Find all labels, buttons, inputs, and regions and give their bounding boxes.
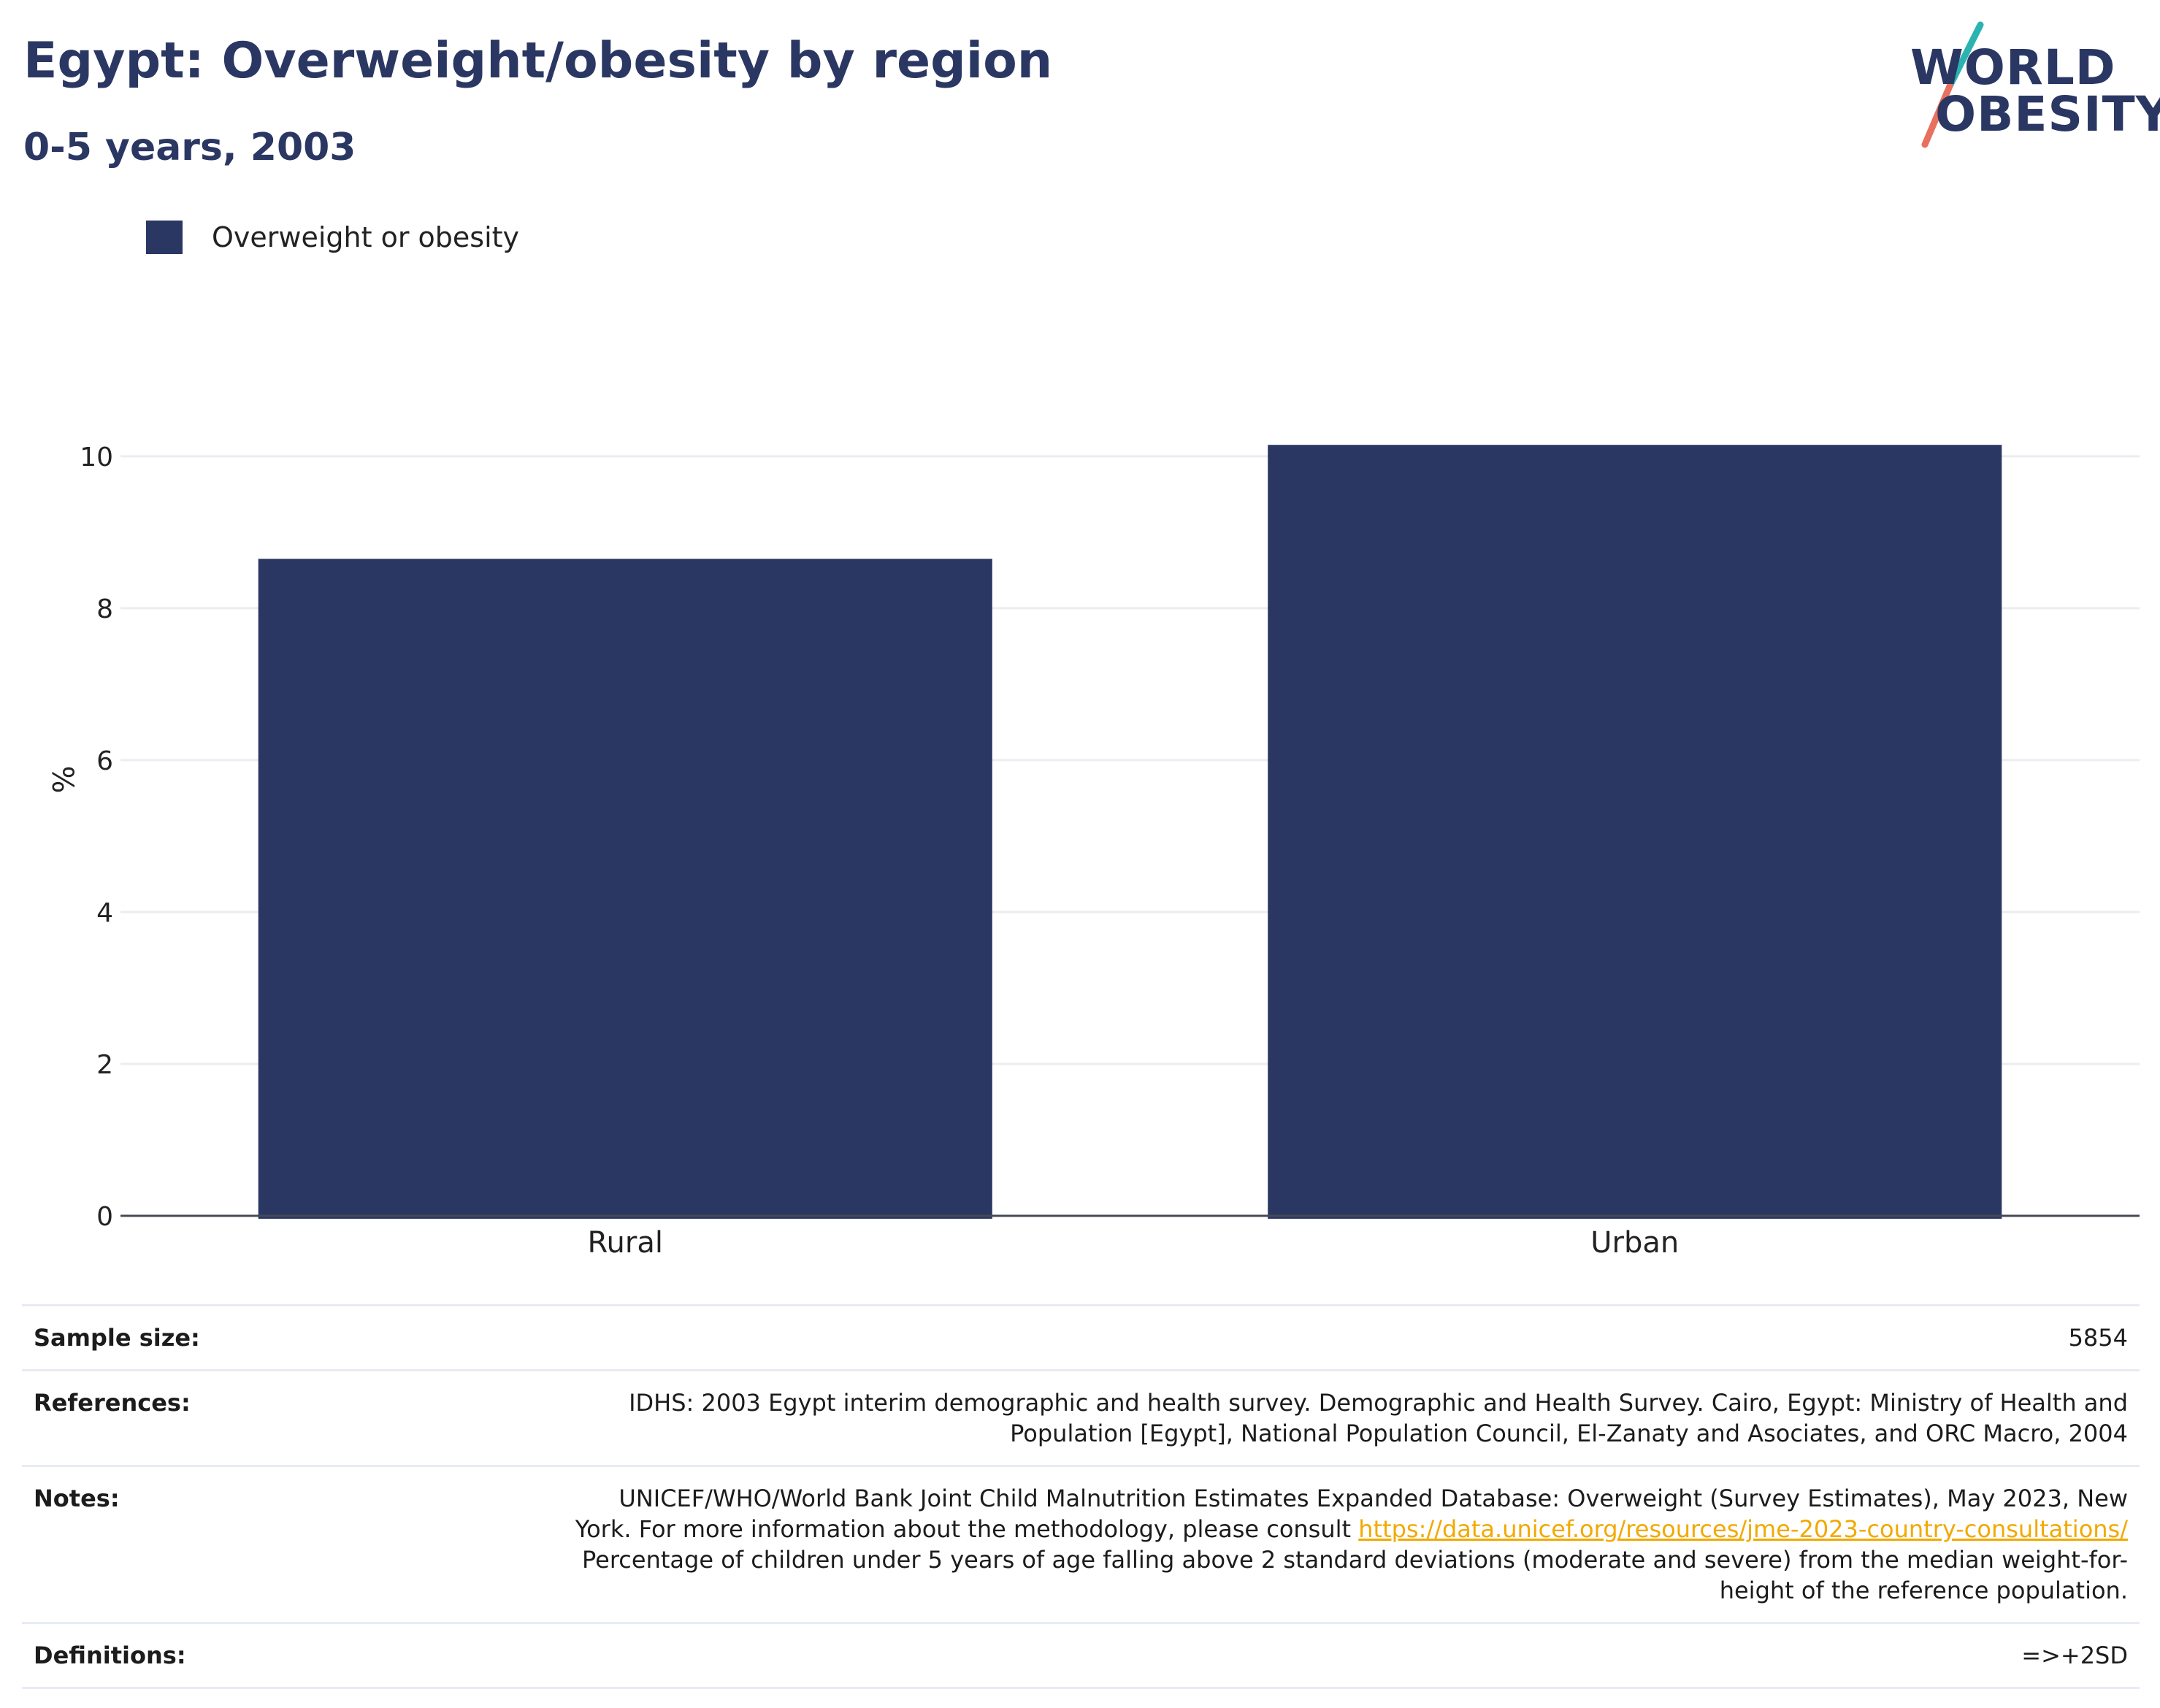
y-tick-label: 6 <box>96 746 113 776</box>
y-tick-label: 8 <box>96 594 113 624</box>
y-axis-title: % <box>45 765 79 793</box>
bar-chart: 0 2 4 6 8 10 Rural Urban% <box>45 443 2140 1260</box>
chart-title: Egypt: Overweight/obesity by region <box>23 32 1053 90</box>
legend: Overweight or obesity <box>146 219 519 256</box>
definitions-value: =>+2SD <box>2021 1642 2128 1669</box>
notes-label: Notes: <box>34 1485 120 1512</box>
sample-size-value: 5854 <box>2068 1324 2128 1352</box>
notes-line-2: York. For more information about the met… <box>575 1515 1359 1543</box>
x-tick-label: Rural <box>588 1226 663 1260</box>
references-row: References: IDHS: 2003 Egypt interim dem… <box>22 1369 2140 1465</box>
bar-rural <box>258 559 992 1219</box>
bar-urban <box>1268 445 2002 1219</box>
x-tick-label: Urban <box>1590 1226 1679 1260</box>
sample-size-label: Sample size: <box>34 1324 200 1352</box>
notes-link[interactable]: https://data.unicef.org/resources/jme-20… <box>1358 1515 2128 1543</box>
y-tick-label: 2 <box>96 1050 113 1080</box>
notes-line-1: UNICEF/WHO/World Bank Joint Child Malnut… <box>618 1485 2128 1512</box>
logo-text-obesity: OBESITY <box>1935 86 2160 142</box>
references-line-1: IDHS: 2003 Egypt interim demographic and… <box>629 1389 2128 1417</box>
notes-value: UNICEF/WHO/World Bank Joint Child Malnut… <box>575 1483 2128 1606</box>
y-tick-label: 10 <box>80 443 113 472</box>
notes-line-3: Percentage of children under 5 years of … <box>582 1546 2128 1574</box>
references-line-2: Population [Egypt], National Population … <box>1010 1420 2128 1447</box>
chart-subtitle: 0-5 years, 2003 <box>23 126 356 169</box>
y-tick-label: 4 <box>96 898 113 928</box>
legend-swatch <box>146 221 183 254</box>
references-label: References: <box>34 1389 191 1417</box>
sample-size-row: Sample size: 5854 <box>22 1304 2140 1369</box>
legend-label: Overweight or obesity <box>212 221 520 253</box>
world-obesity-logo: WORLD OBESITY <box>1899 20 2160 152</box>
notes-row: Notes: UNICEF/WHO/World Bank Joint Child… <box>22 1465 2140 1622</box>
logo-text-world: WORLD <box>1910 39 2116 96</box>
y-tick-label: 0 <box>96 1202 113 1232</box>
info-table: Sample size: 5854 References: IDHS: 2003… <box>22 1304 2140 1689</box>
definitions-row: Definitions: =>+2SD <box>22 1622 2140 1689</box>
notes-line-4: height of the reference population. <box>1719 1577 2128 1604</box>
definitions-label: Definitions: <box>34 1642 186 1669</box>
references-value: IDHS: 2003 Egypt interim demographic and… <box>629 1387 2128 1449</box>
logo-slash-icon <box>1921 21 1984 148</box>
